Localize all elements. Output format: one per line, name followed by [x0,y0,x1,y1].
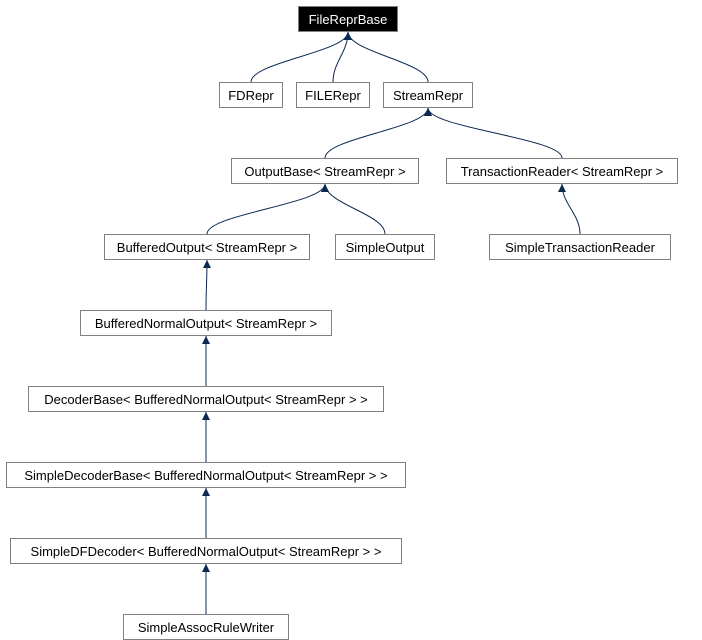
edge-filerepr-root [333,32,348,82]
node-root[interactable]: FileReprBase [298,6,398,32]
edge-bufout-outputbase [207,184,325,234]
node-bufnorm[interactable]: BufferedNormalOutput< StreamRepr > [80,310,332,336]
edge-streamrepr-root [348,32,428,82]
node-simpleout[interactable]: SimpleOutput [335,234,435,260]
edge-trreader-streamrepr [428,108,562,158]
node-decoder[interactable]: DecoderBase< BufferedNormalOutput< Strea… [28,386,384,412]
node-simpledec[interactable]: SimpleDecoderBase< BufferedNormalOutput<… [6,462,406,488]
node-simpledf[interactable]: SimpleDFDecoder< BufferedNormalOutput< S… [10,538,402,564]
node-filerepr[interactable]: FILERepr [296,82,370,108]
edge-outputbase-streamrepr [325,108,428,158]
node-outputbase[interactable]: OutputBase< StreamRepr > [231,158,419,184]
node-simpletr[interactable]: SimpleTransactionReader [489,234,671,260]
edge-fdrepr-root [251,32,348,82]
edge-simpletr-trreader [562,184,580,234]
edge-simpleout-outputbase [325,184,385,234]
node-assoc[interactable]: SimpleAssocRuleWriter [123,614,289,640]
node-trreader[interactable]: TransactionReader< StreamRepr > [446,158,678,184]
edge-bufnorm-bufout [206,260,207,310]
node-streamrepr[interactable]: StreamRepr [383,82,473,108]
node-fdrepr[interactable]: FDRepr [219,82,283,108]
node-bufout[interactable]: BufferedOutput< StreamRepr > [104,234,310,260]
